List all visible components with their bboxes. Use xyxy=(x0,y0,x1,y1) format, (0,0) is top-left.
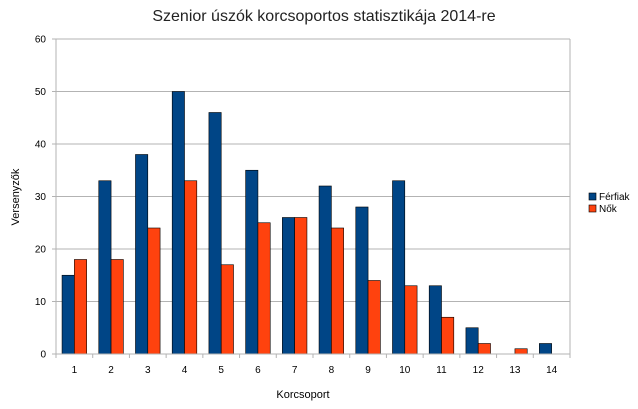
x-tick-label: 9 xyxy=(365,365,371,376)
x-tick-label: 1 xyxy=(72,365,78,376)
x-tick-label: 13 xyxy=(509,365,521,376)
x-tick-label: 5 xyxy=(218,365,224,376)
bar-nok xyxy=(477,343,491,355)
x-tick-label: 3 xyxy=(145,365,151,376)
x-tick-label: 12 xyxy=(473,365,485,376)
x-tick-label: 4 xyxy=(182,365,188,376)
bar-ferfiak xyxy=(392,180,406,355)
legend-label: Férfiak xyxy=(599,192,631,203)
bar-ferfiak xyxy=(135,154,149,355)
x-tick-label: 6 xyxy=(255,365,261,376)
bar-nok xyxy=(331,227,344,355)
bar-nok xyxy=(441,316,455,355)
bar-nok xyxy=(294,217,308,355)
y-tick-label: 50 xyxy=(35,87,47,98)
y-tick-label: 0 xyxy=(40,350,46,361)
bar-ferfiak xyxy=(539,343,552,355)
bar-nok xyxy=(220,264,234,355)
y-tick-label: 40 xyxy=(35,140,47,151)
x-tick-label: 8 xyxy=(329,365,335,376)
bar-ferfiak xyxy=(171,91,185,355)
bar-ferfiak xyxy=(98,180,112,355)
bar-nok xyxy=(367,280,381,355)
bar-nok xyxy=(184,180,198,355)
bar-ferfiak xyxy=(208,112,222,355)
y-tick-label: 30 xyxy=(35,192,47,203)
grid xyxy=(56,38,570,355)
x-axis-label: Korcsoport xyxy=(276,389,329,401)
bar-ferfiak xyxy=(465,327,479,355)
bar-ferfiak xyxy=(355,206,369,355)
x-tick-label: 7 xyxy=(292,365,298,376)
y-axis-label: Versenyzők xyxy=(10,168,22,225)
y-tick-label: 20 xyxy=(35,245,47,256)
bar-nok xyxy=(110,259,124,355)
bars xyxy=(61,91,552,355)
legend-label: Nők xyxy=(599,204,618,215)
x-tick-label: 11 xyxy=(436,365,447,376)
x-tick-label: 2 xyxy=(108,365,114,376)
bar-nok xyxy=(257,222,271,355)
bar-nok xyxy=(74,259,87,355)
bar-ferfiak xyxy=(245,169,259,355)
x-tick-label: 10 xyxy=(399,365,411,376)
x-tick-label: 14 xyxy=(546,365,558,376)
bar-ferfiak xyxy=(282,217,295,355)
bar-nok xyxy=(514,348,528,355)
legend-swatch xyxy=(588,204,597,213)
legend-swatch xyxy=(588,192,597,201)
y-tick-label: 60 xyxy=(35,35,47,46)
chart-title: Szenior úszók korcsoportos statisztikája… xyxy=(152,8,495,25)
bar-ferfiak xyxy=(428,285,442,355)
bar-nok xyxy=(404,285,418,355)
y-tick-label: 10 xyxy=(35,297,47,308)
bar-ferfiak xyxy=(318,185,332,355)
bar-ferfiak xyxy=(61,274,75,355)
bar-nok xyxy=(147,227,161,355)
